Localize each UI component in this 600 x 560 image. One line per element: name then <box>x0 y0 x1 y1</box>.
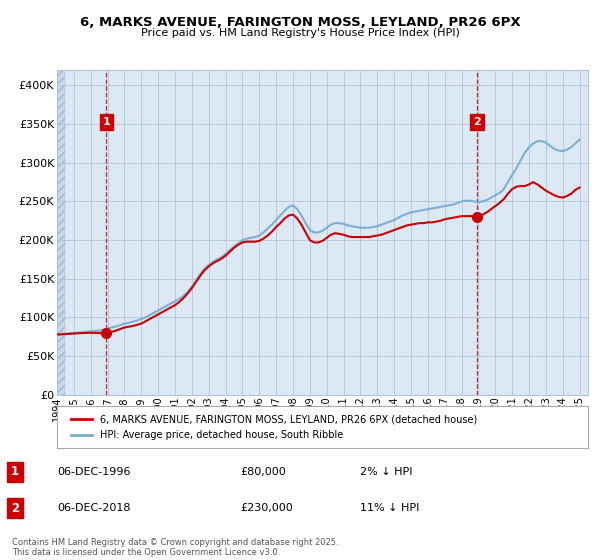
Text: 1: 1 <box>103 117 110 127</box>
Text: 2% ↓ HPI: 2% ↓ HPI <box>360 466 413 477</box>
Text: 2: 2 <box>473 117 481 127</box>
Text: £230,000: £230,000 <box>240 503 293 513</box>
Text: 1: 1 <box>11 465 19 478</box>
Text: 11% ↓ HPI: 11% ↓ HPI <box>360 503 419 513</box>
Legend: 6, MARKS AVENUE, FARINGTON MOSS, LEYLAND, PR26 6PX (detached house), HPI: Averag: 6, MARKS AVENUE, FARINGTON MOSS, LEYLAND… <box>67 410 481 444</box>
Text: Price paid vs. HM Land Registry's House Price Index (HPI): Price paid vs. HM Land Registry's House … <box>140 28 460 38</box>
Text: £80,000: £80,000 <box>240 466 286 477</box>
Text: 06-DEC-2018: 06-DEC-2018 <box>57 503 131 513</box>
Text: 6, MARKS AVENUE, FARINGTON MOSS, LEYLAND, PR26 6PX: 6, MARKS AVENUE, FARINGTON MOSS, LEYLAND… <box>80 16 520 29</box>
Text: 06-DEC-1996: 06-DEC-1996 <box>57 466 131 477</box>
Text: 2: 2 <box>11 502 19 515</box>
Text: Contains HM Land Registry data © Crown copyright and database right 2025.
This d: Contains HM Land Registry data © Crown c… <box>12 538 338 557</box>
